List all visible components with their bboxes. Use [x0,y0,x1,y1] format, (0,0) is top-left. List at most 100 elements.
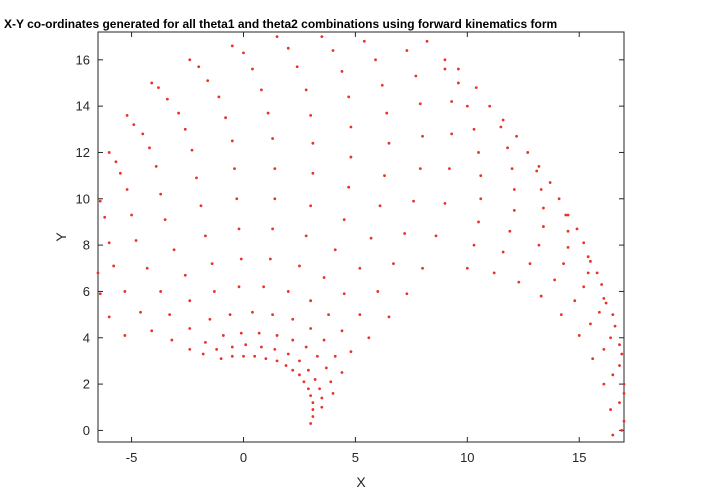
data-point [139,310,142,314]
data-point [271,313,274,316]
data-point [302,380,306,384]
data-point [98,199,102,203]
data-point [443,58,447,62]
data-point [206,79,210,83]
data-point [322,276,326,279]
data-point [230,139,234,143]
x-tick-label: 5 [352,450,359,465]
data-point [239,331,243,335]
data-point [183,127,187,131]
data-point [582,285,586,289]
data-point [349,125,353,129]
data-point [114,160,118,164]
data-point [123,290,127,293]
data-point [586,271,590,275]
data-point [125,113,129,117]
data-point [291,368,295,372]
data-point [559,313,563,316]
data-point [465,104,469,108]
data-point [264,357,268,361]
data-point [96,271,100,275]
data-point [349,350,353,354]
data-point [586,255,590,259]
data-point [275,334,279,337]
data-point [385,111,389,115]
data-point [309,327,313,330]
data-point [163,218,167,222]
data-point [170,338,174,342]
data-point [421,134,424,138]
data-point [418,102,422,106]
data-point [600,283,604,286]
data-point [320,405,324,409]
data-point [542,206,545,210]
data-point [275,359,279,363]
data-point [562,262,565,266]
data-point [456,67,460,71]
data-point [595,271,599,275]
data-point [591,357,595,361]
data-point [188,327,192,330]
data-point [221,334,225,337]
data-point [273,197,277,201]
data-point [172,248,176,252]
data-point [604,301,608,305]
data-point [412,199,415,203]
data-point [208,317,212,321]
data-point [311,401,315,405]
data-point [112,264,116,268]
x-axis-label: X [356,474,366,490]
data-point [602,296,606,300]
y-tick-label: 6 [83,284,90,299]
x-tick-label: 15 [572,450,586,465]
data-point [177,111,180,115]
data-point [535,169,539,173]
data-point [492,271,496,275]
data-point [434,234,438,238]
data-point [347,185,351,189]
data-point [233,167,236,171]
data-point [472,243,476,247]
data-point [309,204,313,208]
data-point [340,371,344,374]
data-point [268,257,272,261]
data-point [318,387,321,391]
data-point [148,146,151,150]
data-point [210,262,214,266]
data-point [597,310,601,314]
data-point [244,343,248,347]
data-point [204,341,207,344]
data-point [295,65,299,69]
data-point [315,354,319,358]
data-point [239,257,243,261]
data-point [342,218,346,222]
x-tick-label: 10 [460,450,474,465]
data-point [618,401,621,405]
data-point [199,204,203,208]
data-point [387,141,391,145]
data-point [369,236,373,240]
data-point [582,241,586,245]
data-point [367,336,371,340]
data-point [141,132,145,136]
data-point [622,419,626,423]
data-point [273,167,277,171]
data-point [266,111,270,115]
data-point [219,357,223,361]
data-point [183,273,187,277]
data-point [324,366,328,370]
plot-area [97,31,625,443]
data-point [506,146,510,150]
data-point [609,408,612,411]
data-point [405,292,409,296]
data-point [620,429,624,432]
data-point [313,378,317,381]
data-point [145,266,149,270]
y-axis: 0 2 4 6 8 10 12 14 16 [76,52,624,438]
data-point [188,347,192,351]
data-point [242,354,245,358]
data-point [403,232,407,235]
data-point [508,229,512,233]
data-point [286,46,290,50]
